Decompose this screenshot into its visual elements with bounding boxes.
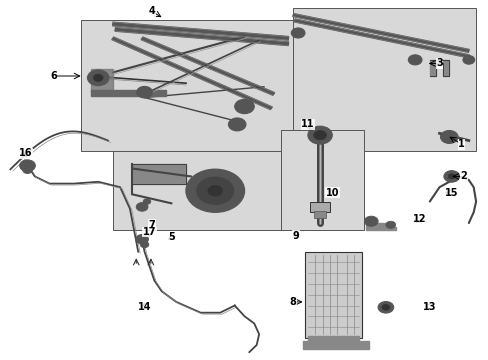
Polygon shape: [366, 223, 395, 230]
Text: 8: 8: [289, 297, 296, 307]
Polygon shape: [429, 60, 448, 76]
Polygon shape: [303, 336, 368, 348]
Circle shape: [137, 86, 152, 98]
Circle shape: [364, 216, 377, 226]
Circle shape: [313, 131, 326, 140]
Circle shape: [307, 126, 331, 144]
Circle shape: [447, 174, 454, 179]
Circle shape: [440, 131, 457, 143]
Circle shape: [407, 55, 421, 65]
Circle shape: [385, 221, 395, 228]
Polygon shape: [112, 22, 288, 40]
Bar: [314, 211, 325, 218]
Circle shape: [143, 199, 151, 204]
Circle shape: [381, 305, 389, 310]
Circle shape: [196, 177, 233, 204]
Text: 13: 13: [422, 302, 436, 312]
Text: 5: 5: [168, 232, 174, 242]
Circle shape: [228, 118, 245, 131]
Bar: [81, 21, 293, 151]
Circle shape: [234, 99, 254, 114]
Polygon shape: [91, 90, 166, 96]
Bar: [293, 8, 475, 151]
Circle shape: [185, 169, 244, 212]
Text: 3: 3: [435, 58, 442, 68]
Circle shape: [462, 55, 474, 64]
Polygon shape: [112, 37, 272, 109]
Text: 1: 1: [457, 139, 464, 149]
Text: 10: 10: [325, 188, 338, 198]
Text: 14: 14: [138, 302, 151, 312]
Text: 6: 6: [50, 71, 57, 81]
Bar: [310, 202, 329, 212]
Circle shape: [93, 74, 103, 81]
Text: 16: 16: [19, 148, 33, 158]
Circle shape: [377, 302, 393, 313]
Text: 2: 2: [460, 171, 467, 181]
Text: 9: 9: [292, 231, 299, 240]
Bar: [113, 151, 281, 230]
Polygon shape: [115, 28, 288, 45]
Circle shape: [22, 166, 32, 174]
Circle shape: [140, 241, 149, 248]
Polygon shape: [294, 19, 468, 58]
Text: 7: 7: [148, 220, 155, 230]
Circle shape: [87, 70, 109, 86]
Bar: [305, 252, 361, 338]
Polygon shape: [91, 69, 113, 92]
Polygon shape: [132, 164, 185, 184]
Text: 12: 12: [412, 215, 426, 224]
Circle shape: [207, 185, 222, 196]
Circle shape: [136, 203, 148, 211]
Circle shape: [136, 234, 148, 244]
Polygon shape: [292, 14, 468, 52]
Polygon shape: [141, 37, 274, 95]
Text: 17: 17: [142, 227, 156, 237]
Text: 11: 11: [301, 120, 314, 129]
Circle shape: [20, 160, 35, 171]
Circle shape: [443, 171, 459, 182]
Text: 4: 4: [148, 6, 155, 17]
Text: 15: 15: [444, 188, 458, 198]
Bar: [281, 130, 363, 230]
Circle shape: [291, 28, 305, 38]
